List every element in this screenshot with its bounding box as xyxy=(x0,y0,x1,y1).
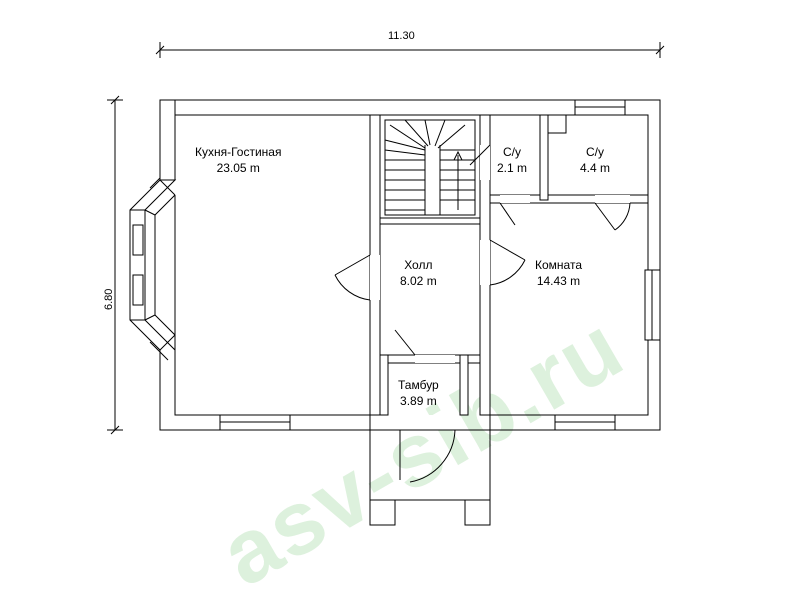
dim-line-top xyxy=(156,42,664,58)
stairs xyxy=(385,120,475,215)
floorplan-svg xyxy=(0,0,800,600)
outer-walls xyxy=(130,100,660,430)
room-right-window xyxy=(645,270,660,340)
entry-porch xyxy=(370,430,490,525)
dim-line-left xyxy=(107,96,123,434)
door-openings xyxy=(370,145,630,430)
kitchen-bottom-windows xyxy=(220,415,290,430)
